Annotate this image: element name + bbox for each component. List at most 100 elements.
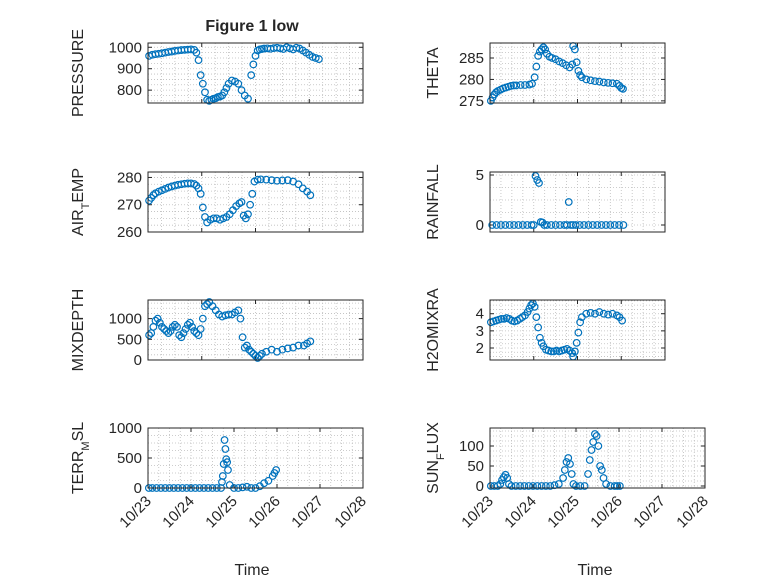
data-point xyxy=(539,43,548,52)
x-tick-label: 10/27 xyxy=(630,493,669,532)
axes-box xyxy=(147,299,364,361)
data-point xyxy=(179,329,188,338)
data-point xyxy=(572,482,580,490)
data-point xyxy=(537,482,546,490)
data-point xyxy=(604,310,613,319)
axes-box xyxy=(147,171,364,233)
data-point xyxy=(547,221,556,229)
data-point xyxy=(496,480,505,488)
data-point xyxy=(501,221,510,229)
data-point xyxy=(155,318,164,327)
data-point xyxy=(253,354,262,362)
axes-box xyxy=(147,427,364,489)
data-point xyxy=(570,347,579,356)
data-point xyxy=(575,221,584,229)
data-point xyxy=(619,84,627,93)
data-point xyxy=(582,75,591,84)
y-tick-label: 0 xyxy=(476,478,484,495)
data-point xyxy=(534,51,543,60)
data-point xyxy=(238,333,247,342)
data-point xyxy=(292,43,301,52)
data-point xyxy=(527,221,536,229)
x-tick-label: 10/24 xyxy=(501,493,540,532)
y-tick-label: 5 xyxy=(476,167,484,184)
data-point xyxy=(604,78,613,87)
data-point xyxy=(497,221,505,229)
y-tick-label: 280 xyxy=(459,71,484,88)
y-axis-label: RAINFALL xyxy=(425,164,442,240)
data-point xyxy=(591,309,599,318)
data-point xyxy=(610,482,619,490)
data-point xyxy=(247,347,256,356)
subplot-theta: 275 280 285 THETA xyxy=(425,42,666,110)
data-point xyxy=(273,176,281,185)
data-point xyxy=(576,71,585,80)
data-point xyxy=(529,482,537,490)
data-point xyxy=(608,309,617,318)
data-point xyxy=(255,351,264,360)
data-point xyxy=(240,343,249,352)
y-axis-label: TERRMSL xyxy=(70,422,92,494)
data-point xyxy=(587,446,596,454)
subplot-rainfall: 0 5 RAINFALL xyxy=(425,164,666,240)
data-point xyxy=(234,306,243,315)
data-point xyxy=(188,322,196,331)
data-point xyxy=(529,221,538,229)
data-point xyxy=(315,55,323,63)
data-point xyxy=(196,325,205,333)
data-point xyxy=(594,442,603,450)
y-tick-label: 1000 xyxy=(109,420,142,437)
x-axis-label-left: Time xyxy=(235,562,270,579)
y-tick-label: 4 xyxy=(476,306,484,323)
y-tick-label: 2 xyxy=(476,340,484,357)
data-point xyxy=(593,221,602,229)
data-point xyxy=(572,58,581,67)
y-axis-label: SUNFLUX xyxy=(425,422,447,494)
y-axis-label: H2OMIXRA xyxy=(425,288,442,372)
data-point xyxy=(585,456,594,464)
data-point xyxy=(311,54,320,62)
data-point xyxy=(546,482,555,490)
data-series xyxy=(486,42,627,105)
y-axis-label: AIRTEMP xyxy=(70,168,92,236)
data-point xyxy=(198,79,207,88)
axes-box xyxy=(489,171,666,233)
data-point xyxy=(518,221,527,229)
data-point xyxy=(201,302,209,311)
axes-box xyxy=(147,42,364,104)
data-point xyxy=(249,60,258,69)
data-series xyxy=(486,430,624,490)
data-point xyxy=(224,466,232,474)
data-point xyxy=(256,175,265,184)
data-point xyxy=(530,73,539,82)
data-point xyxy=(190,180,199,188)
data-point xyxy=(198,314,207,323)
data-point xyxy=(278,345,287,354)
data-point xyxy=(247,71,256,80)
data-point xyxy=(542,221,551,229)
data-point xyxy=(245,345,253,354)
data-point xyxy=(238,483,247,492)
data-point xyxy=(602,221,610,229)
subplot-sun-flux: 0 50 100 10/23 10/24 10/25 10/26 10/27 10/28 SUNF… xyxy=(425,422,712,532)
data-point xyxy=(613,482,622,490)
data-point xyxy=(149,191,158,200)
data-point xyxy=(267,176,276,185)
data-point xyxy=(294,341,303,350)
y-tick-label: 260 xyxy=(117,224,142,241)
data-point xyxy=(564,198,573,206)
data-point xyxy=(537,45,546,54)
data-point xyxy=(577,73,586,82)
y-tick-label: 900 xyxy=(117,61,142,78)
y-tick-label: 1000 xyxy=(109,311,142,328)
data-point xyxy=(510,221,518,229)
data-point xyxy=(278,176,287,185)
subplot-pressure: 800 900 1000 PRESSURE xyxy=(70,29,364,117)
data-point xyxy=(528,79,536,88)
data-point xyxy=(497,314,506,323)
data-point xyxy=(567,221,575,229)
grid xyxy=(147,427,364,489)
x-tick-label: 10/26 xyxy=(587,493,626,532)
data-point xyxy=(223,458,232,467)
data-point xyxy=(591,77,599,86)
